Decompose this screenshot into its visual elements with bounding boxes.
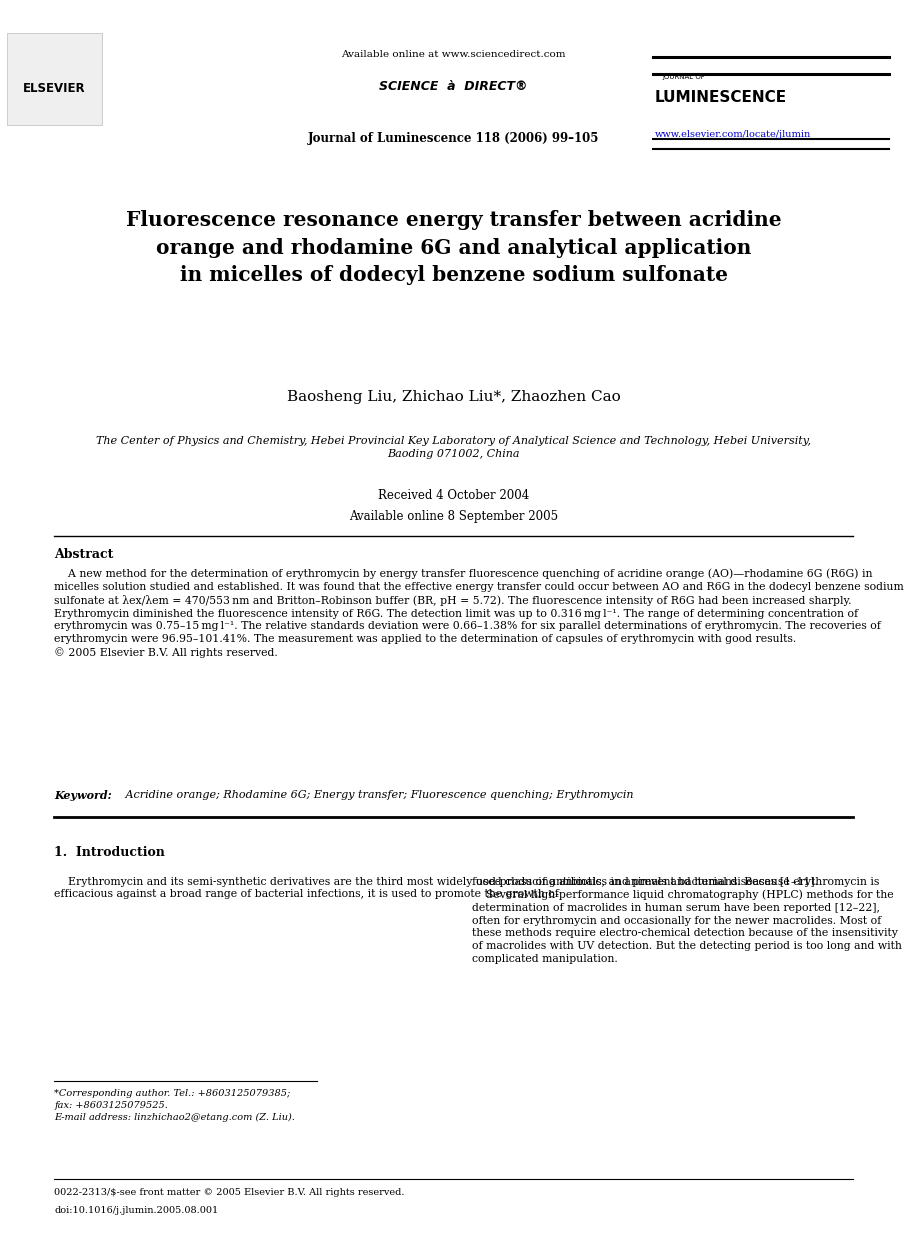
Text: *Corresponding author. Tel.: +8603125079385;
fax: +8603125079525.
E-mail address: *Corresponding author. Tel.: +8603125079…: [54, 1089, 296, 1122]
Text: ELSEVIER: ELSEVIER: [23, 82, 86, 95]
Text: Keyword:: Keyword:: [54, 790, 112, 801]
Text: www.elsevier.com/locate/jlumin: www.elsevier.com/locate/jlumin: [655, 130, 811, 139]
Text: Erythromycin and its semi-synthetic derivatives are the third most widely used c: Erythromycin and its semi-synthetic deri…: [54, 877, 880, 899]
Text: The Center of Physics and Chemistry, Hebei Provincial Key Laboratory of Analytic: The Center of Physics and Chemistry, Heb…: [96, 436, 811, 459]
Text: Abstract: Abstract: [54, 548, 113, 562]
Text: Acridine orange; Rhodamine 6G; Energy transfer; Fluorescence quenching; Erythrom: Acridine orange; Rhodamine 6G; Energy tr…: [122, 790, 634, 800]
Text: LUMINESCENCE: LUMINESCENCE: [655, 90, 787, 105]
FancyBboxPatch shape: [7, 33, 102, 125]
Text: Available online at www.sciencedirect.com: Available online at www.sciencedirect.co…: [341, 50, 566, 58]
Text: SCIENCE  à  DIRECT®: SCIENCE à DIRECT®: [379, 80, 528, 94]
Text: 1.  Introduction: 1. Introduction: [54, 846, 165, 859]
Text: Fluorescence resonance energy transfer between acridine
orange and rhodamine 6G : Fluorescence resonance energy transfer b…: [126, 210, 781, 285]
Text: doi:10.1016/j.jlumin.2005.08.001: doi:10.1016/j.jlumin.2005.08.001: [54, 1206, 219, 1214]
Text: Available online 8 September 2005: Available online 8 September 2005: [349, 510, 558, 524]
Text: food-producing animals, and prevent bacterial diseases [1–11].
    Several high-: food-producing animals, and prevent bact…: [472, 877, 902, 964]
Text: Baosheng Liu, Zhichao Liu*, Zhaozhen Cao: Baosheng Liu, Zhichao Liu*, Zhaozhen Cao: [287, 390, 620, 404]
Text: 0022-2313/$-see front matter © 2005 Elsevier B.V. All rights reserved.: 0022-2313/$-see front matter © 2005 Else…: [54, 1188, 405, 1197]
Text: A new method for the determination of erythromycin by energy transfer fluorescen: A new method for the determination of er…: [54, 568, 904, 659]
Text: Received 4 October 2004: Received 4 October 2004: [378, 489, 529, 503]
Text: JOURNAL OF: JOURNAL OF: [662, 74, 705, 80]
Text: Journal of Luminescence 118 (2006) 99–105: Journal of Luminescence 118 (2006) 99–10…: [307, 132, 600, 146]
